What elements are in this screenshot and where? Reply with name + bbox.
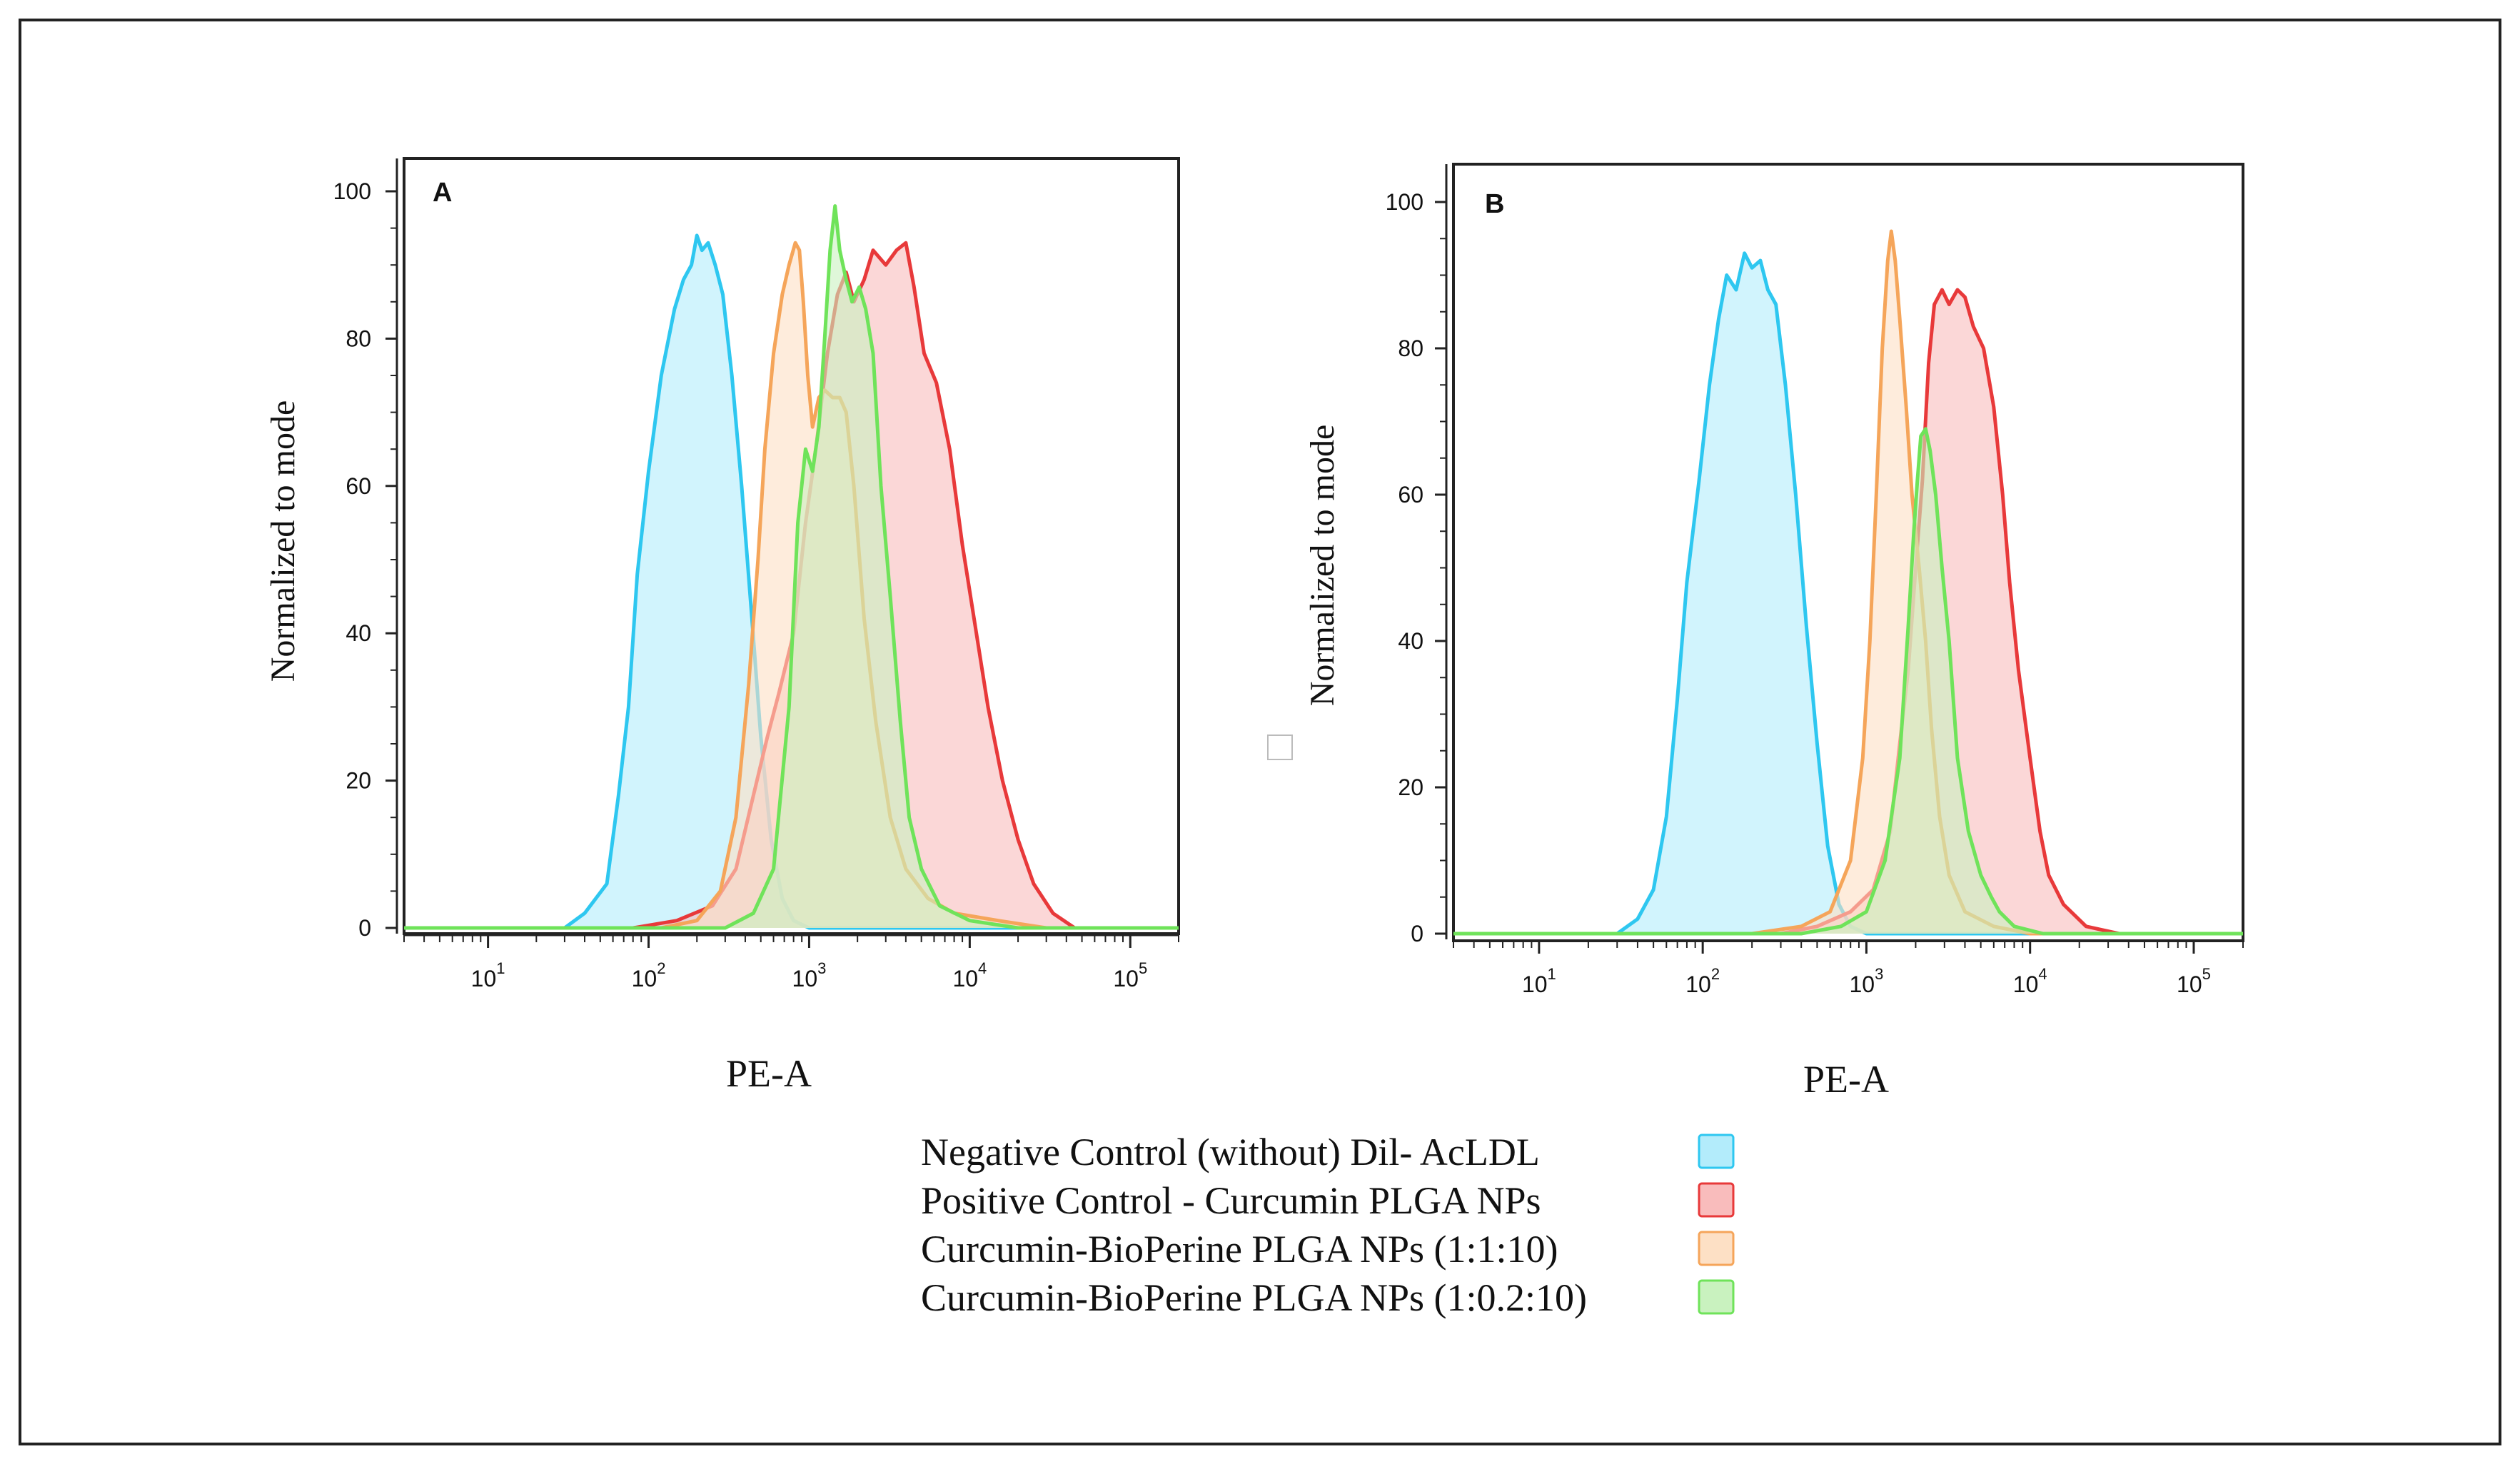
panel-b-x-tick-label: 102 [1685, 965, 1720, 997]
panel-a-y-axis-title: Normalized to mode [264, 400, 302, 682]
panel-a: 0 20 40 60 80 100 101 102 103 104 105 A Normalize… [264, 157, 1180, 1095]
panel-a-y-axis: 0 20 40 60 80 100 [333, 158, 398, 941]
panel-b-letter: B [1485, 189, 1504, 219]
legend-swatch-negative-control [1698, 1134, 1735, 1169]
panel-a-letter: A [433, 178, 452, 208]
legend-swatch-bioperine-1-0.2-10 [1698, 1279, 1735, 1315]
panel-b: 0 20 40 60 80 100 101 102 103 104 105 B Normalize… [1267, 163, 2244, 1101]
panel-a-x-tick-label: 103 [792, 959, 827, 991]
panel-a-y-tick-label: 60 [346, 473, 371, 499]
panel-a-series-3-area [404, 206, 1179, 929]
panel-b-y-axis-title: Normalized to mode [1304, 425, 1341, 707]
panel-b-x-axis: 101 102 103 104 105 [1453, 939, 2244, 997]
panel-b-series-group [1453, 229, 2243, 936]
panel-b-y-tick-label: 100 [1386, 189, 1423, 215]
panel-b-x-tick-label: 104 [2013, 965, 2047, 997]
panel-a-series-2-area [404, 243, 1179, 928]
panel-b-y-tick-label: 60 [1398, 482, 1423, 508]
panel-a-series-3-line [404, 204, 1179, 930]
figure-border [19, 19, 2501, 1445]
legend-swatch-bioperine-1-1-10 [1698, 1231, 1735, 1266]
panel-a-y-tick-label: 80 [346, 325, 371, 351]
panel-b-x-tick-label: 101 [1522, 965, 1556, 997]
panel-b-y-tick-label: 40 [1398, 628, 1423, 654]
panel-b-x-tick-label: 105 [2177, 965, 2211, 997]
legend-label-negative-control: Negative Control (without) Dil- AcLDL [921, 1131, 1540, 1173]
legend: Negative Control (without) Dil- AcLDL Po… [921, 1131, 1735, 1319]
panel-a-plot-frame [403, 157, 1180, 935]
panel-a-series-1-area [404, 243, 1179, 928]
panel-b-checkbox-artifact [1267, 734, 1293, 760]
panel-b-y-tick-label: 0 [1411, 921, 1423, 946]
panel-a-x-tick-label: 101 [471, 959, 505, 991]
legend-label-bioperine-1-0.2-10: Curcumin-BioPerine PLGA NPs (1:0.2:10) [921, 1276, 1587, 1319]
legend-label-positive-control: Positive Control - Curcumin PLGA NPs [921, 1179, 1541, 1222]
panel-a-x-tick-label: 102 [632, 959, 666, 991]
panel-a-series-group [404, 204, 1179, 930]
panel-a-x-axis: 101 102 103 104 105 [403, 934, 1179, 991]
panel-b-x-axis-title: PE-A [1803, 1058, 1889, 1101]
panel-a-y-tick-label: 100 [333, 178, 371, 204]
panel-a-y-tick-label: 40 [346, 620, 371, 646]
panel-b-x-tick-label: 103 [1850, 965, 1884, 997]
panel-b-y-axis: 0 20 40 60 80 100 [1386, 164, 1448, 946]
panel-a-x-tick-label: 105 [1113, 959, 1147, 991]
panel-a-x-axis-title: PE-A [726, 1052, 812, 1095]
panel-a-y-tick-label: 0 [358, 915, 371, 941]
legend-label-bioperine-1-1-10: Curcumin-BioPerine PLGA NPs (1:1:10) [921, 1228, 1558, 1271]
legend-swatch-positive-control [1698, 1182, 1735, 1218]
panel-b-y-tick-label: 80 [1398, 335, 1423, 361]
panel-b-y-tick-label: 20 [1398, 774, 1423, 800]
panel-a-y-tick-label: 20 [346, 768, 371, 794]
panel-b-series-0-line [1453, 251, 2243, 936]
panel-b-series-3-line [1453, 427, 2243, 936]
panel-a-x-tick-label: 104 [952, 959, 987, 991]
